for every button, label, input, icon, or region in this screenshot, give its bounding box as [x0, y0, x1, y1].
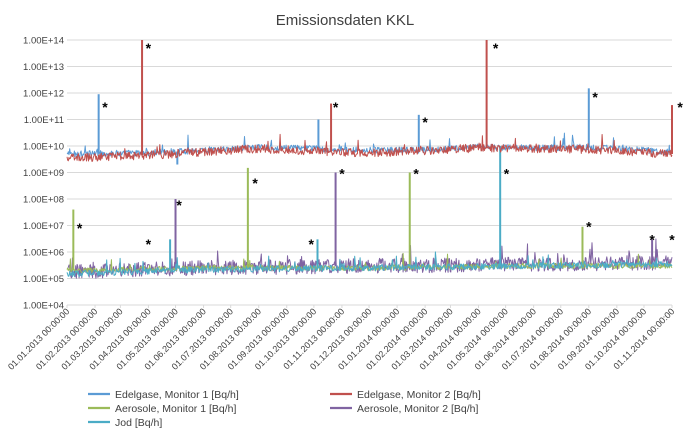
- annotation-asterisk: *: [413, 166, 419, 182]
- annotation-asterisk: *: [146, 236, 152, 252]
- legend-label: Edelgase, Monitor 2 [Bq/h]: [357, 389, 481, 401]
- annotation-asterisk: *: [493, 40, 499, 56]
- annotation-asterisk: *: [102, 99, 108, 115]
- y-tick-label: 1.00E+12: [23, 89, 64, 100]
- annotation-asterisk: *: [176, 197, 182, 213]
- annotation-asterisk: *: [252, 175, 258, 191]
- series-lines: [66, 40, 673, 279]
- y-tick-label: 1.00E+05: [23, 274, 64, 285]
- annotation-asterisk: *: [504, 166, 510, 182]
- y-tick-label: 1.00E+11: [24, 115, 64, 126]
- y-tick-label: 1.00E+14: [23, 36, 64, 47]
- annotation-asterisk: *: [422, 114, 428, 130]
- annotation-asterisk: *: [649, 231, 655, 247]
- annotation-asterisk: *: [333, 99, 339, 115]
- series-line: [66, 238, 673, 279]
- y-tick-label: 1.00E+13: [23, 62, 64, 73]
- annotation-asterisk: *: [146, 40, 152, 56]
- y-tick-label: 1.00E+08: [23, 195, 64, 206]
- annotation-asterisk: *: [586, 219, 592, 235]
- y-tick-label: 1.00E+04: [23, 301, 64, 312]
- annotation-asterisk: *: [592, 89, 598, 105]
- legend-label: Aerosole, Monitor 2 [Bq/h]: [357, 403, 478, 415]
- annotations: * * * * * * * * * * * * * * * * * *: [77, 40, 683, 252]
- annotation-asterisk: *: [339, 166, 345, 182]
- y-tick-label: 1.00E+09: [23, 168, 64, 179]
- y-tick-label: 1.00E+06: [23, 248, 64, 259]
- y-tick-label: 1.00E+10: [23, 142, 64, 153]
- legend-label: Jod [Bq/h]: [115, 417, 162, 429]
- y-axis-ticks: 1.00E+04 1.00E+05 1.00E+06 1.00E+07 1.00E+08…: [23, 36, 64, 312]
- annotation-asterisk: *: [669, 231, 675, 247]
- annotation-asterisk: *: [77, 220, 83, 236]
- annotation-asterisk: *: [308, 236, 314, 252]
- series-line: [66, 133, 673, 162]
- gridlines: [67, 39, 672, 306]
- series-line: [66, 251, 673, 278]
- legend-label: Aerosole, Monitor 1 [Bq/h]: [115, 403, 236, 415]
- legend: Edelgase, Monitor 1 [Bq/h] Edelgase, Moni…: [88, 389, 481, 429]
- annotation-asterisk: *: [677, 99, 683, 115]
- y-tick-label: 1.00E+07: [23, 221, 64, 232]
- legend-label: Edelgase, Monitor 1 [Bq/h]: [115, 389, 239, 401]
- chart-title: Emissionsdaten KKL: [276, 12, 414, 29]
